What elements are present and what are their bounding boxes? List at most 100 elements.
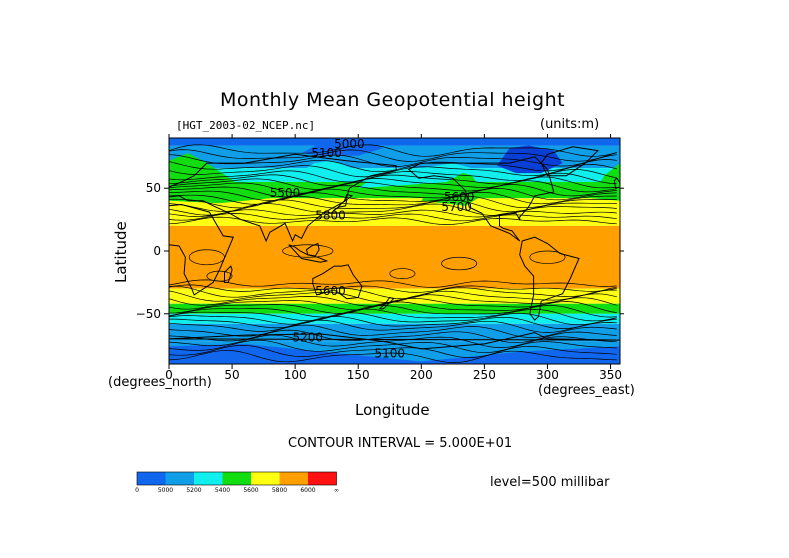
contour-line (169, 159, 617, 173)
field-band (169, 303, 620, 314)
contour-closed (206, 270, 233, 282)
coast-nz (378, 296, 395, 310)
colorbar-tick-label: 5400 (215, 487, 230, 494)
contour-line (169, 184, 617, 198)
contour-line (169, 305, 617, 318)
colorbar-swatch (251, 472, 280, 485)
x-axis-unit: (degrees_east) (538, 383, 635, 398)
contour-line (169, 169, 617, 183)
field-band (169, 181, 620, 199)
coast-south-america (519, 236, 580, 321)
y-tick-label: −50 (136, 307, 161, 321)
contour-line (169, 172, 617, 187)
ridge-europe (169, 153, 270, 204)
colorbar-swatch (137, 472, 166, 485)
contour-line (169, 301, 617, 314)
field-band (169, 313, 620, 324)
coast-australia (312, 264, 363, 300)
colorbar-tick-label: 6000 (300, 487, 315, 494)
contour-label: 5600 (444, 190, 475, 204)
contour-line (169, 329, 617, 344)
contour-closed (389, 268, 416, 279)
coast-north-america (407, 156, 555, 242)
contour-label: 5600 (315, 284, 346, 298)
colorbar-tick-label: 5600 (243, 487, 258, 494)
contour-line (169, 144, 617, 157)
y-tick-label: 50 (146, 181, 161, 195)
field-band (169, 198, 620, 208)
contour-line (169, 180, 617, 194)
contour-line (169, 319, 617, 333)
contour-line (169, 339, 617, 354)
contour-line (169, 213, 617, 222)
contour-line (169, 149, 617, 162)
contour-line (169, 176, 617, 190)
contour-closed (529, 250, 566, 264)
colorbar-tick-label: ∞ (334, 487, 339, 494)
x-tick-label: 100 (284, 368, 307, 382)
colorbar-tick-label: 5000 (158, 487, 173, 494)
x-tick-label: 150 (347, 368, 370, 382)
field-band (169, 138, 620, 146)
contour-line (169, 199, 617, 213)
x-tick-label: 0 (165, 368, 173, 382)
coast-antarctica (169, 332, 620, 350)
contour-line (169, 209, 617, 218)
coast-indonesia (288, 244, 329, 263)
contour-closed (441, 256, 478, 271)
contour-label: 5800 (315, 209, 346, 223)
x-axis-label: Longitude (355, 401, 430, 419)
field-band (169, 225, 620, 289)
contour-line (169, 279, 617, 288)
coast-eurasia (169, 153, 397, 243)
colorbar-frame (136, 471, 337, 486)
coast-greenland (540, 146, 599, 177)
trough-asia-cyan (295, 160, 352, 182)
colorbar-tick-label: 5200 (186, 487, 201, 494)
contour-label: 5100 (311, 146, 342, 160)
level-label: level=500 millibar (490, 475, 610, 490)
contour-line (169, 191, 617, 205)
colorbar-swatch (194, 472, 223, 485)
contour-label: 5000 (334, 137, 365, 151)
coast-japan (332, 193, 354, 212)
coast-madagascar (224, 265, 233, 283)
contour-line (169, 316, 617, 329)
contour-line (169, 203, 617, 216)
y-axis-label: Latitude (112, 221, 130, 283)
contour-label: 5200 (292, 330, 323, 344)
contour-interval-label: CONTOUR INTERVAL = 5.000E+01 (288, 436, 513, 451)
units-label: (units:m) (540, 117, 600, 132)
contour-line (169, 312, 617, 326)
contour-label: 5500 (270, 186, 301, 200)
colorbar-swatch (165, 472, 194, 485)
y-tick-label: 0 (153, 244, 161, 258)
contour-line (169, 349, 617, 363)
contour-line (169, 334, 617, 348)
x-tick-label: 200 (410, 368, 433, 382)
x-tick-label: 350 (599, 368, 622, 382)
ridge-pacific (421, 169, 485, 206)
contour-line (169, 344, 617, 358)
southern-low (169, 343, 620, 364)
trough-asia-ne (358, 163, 472, 189)
y-axis-unit: (degrees_north) (108, 375, 212, 390)
file-label: [HGT_2003-02_NCEP.nc] (176, 119, 316, 132)
coast-africa (169, 203, 235, 296)
contour-closed (282, 244, 334, 258)
colorbar-tick-label: 5800 (272, 487, 287, 494)
contour-line (169, 308, 617, 322)
contour-line (169, 188, 617, 201)
colorbar-swatch (279, 472, 308, 485)
x-tick-label: 250 (473, 368, 496, 382)
colorbar-swatch (222, 472, 251, 485)
chart-title: Monthly Mean Geopotential height (220, 89, 566, 111)
colorbar-swatch (308, 472, 337, 485)
x-tick-label: 300 (536, 368, 559, 382)
coast-borneo (305, 242, 320, 257)
colorbar-tick-label: 0 (135, 487, 139, 494)
x-tick-label: 50 (224, 368, 239, 382)
contour-label: 5100 (374, 347, 405, 361)
